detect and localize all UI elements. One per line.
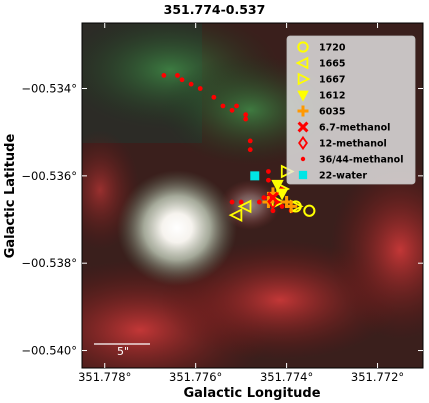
legend-label-1665: 1665: [319, 59, 345, 70]
scale-bar-label: 5": [117, 345, 129, 358]
legend-marker-36-44-methanol: [300, 156, 306, 162]
y-tick-label: −00.540°: [21, 344, 77, 358]
legend-label-6035: 6035: [319, 107, 345, 118]
y-axis-label: Galactic Latitude: [3, 134, 18, 259]
x-tick-label: 351.778°: [78, 370, 131, 384]
legend-label-1667: 1667: [319, 75, 345, 86]
y-tick-label: −00.534°: [21, 82, 77, 96]
point-36-44-methanol: [175, 73, 180, 78]
x-tick-label: 351.772°: [351, 370, 404, 384]
point-36-44-methanol: [266, 169, 271, 174]
point-36-44-methanol: [243, 112, 249, 118]
chart-title: 351.774-0.537: [163, 2, 266, 17]
legend-marker-1612: [297, 90, 309, 102]
point-6-7-methanol: [267, 191, 279, 204]
point-36-44-methanol: [188, 81, 194, 87]
y-tick-label: −00.536°: [21, 169, 77, 183]
point-1665: [237, 199, 252, 214]
legend-marker-1665: [295, 56, 309, 70]
point-36-44-methanol: [238, 199, 244, 205]
point-1612: [271, 179, 284, 192]
point-1665: [228, 208, 243, 223]
legend-marker-22-water: [298, 170, 308, 180]
legend-marker-6035: [297, 105, 309, 117]
point-36-44-methanol: [234, 103, 239, 109]
legend-label-12-methanol: 12-methanol: [319, 139, 387, 150]
point-36-44-methanol: [247, 138, 253, 144]
legend-marker-1720: [297, 41, 309, 53]
x-tick-label: 351.774°: [260, 370, 313, 384]
point-36-44-methanol: [261, 195, 267, 201]
point-36-44-methanol: [256, 199, 262, 205]
legend-label-1720: 1720: [319, 43, 346, 54]
point-36-44-methanol: [270, 208, 276, 214]
point-36-44-methanol: [161, 73, 167, 78]
point-36-44-methanol: [197, 86, 203, 91]
point-36-44-methanol: [266, 177, 271, 183]
legend-label-22-water: 22-water: [319, 171, 367, 182]
plot-frame: [81, 22, 424, 369]
point-36-44-methanol: [279, 204, 285, 209]
x-axis-label: Galactic Longitude: [183, 386, 320, 401]
point-36-44-methanol: [220, 103, 226, 109]
point-36-44-methanol: [229, 107, 235, 113]
legend-marker-6-7-methanol: [297, 121, 309, 133]
legend-marker-12-methanol: [298, 135, 308, 151]
legend-marker-1667: [297, 72, 311, 86]
legend: 1720 1665 1667 1612 6035 6.7-methanol 12-metha…: [286, 35, 416, 185]
point-36-44-methanol: [243, 116, 249, 122]
point-1612: [275, 188, 289, 201]
legend-label-36-44-methanol: 36/44-methanol: [319, 155, 403, 166]
point-6035: [285, 200, 298, 213]
point-36-44-methanol: [247, 147, 253, 153]
point-36-44-methanol: [211, 94, 217, 100]
point-36-44-methanol: [229, 199, 235, 205]
point-22-water: [250, 171, 260, 181]
y-tick-label: −00.538°: [21, 256, 77, 270]
legend-label-1612: 1612: [319, 91, 345, 102]
point-1720: [303, 204, 316, 217]
x-tick-label: 351.776°: [169, 370, 222, 384]
legend-label-6-7-methanol: 6.7-methanol: [319, 123, 390, 134]
point-36-44-methanol: [179, 77, 185, 83]
